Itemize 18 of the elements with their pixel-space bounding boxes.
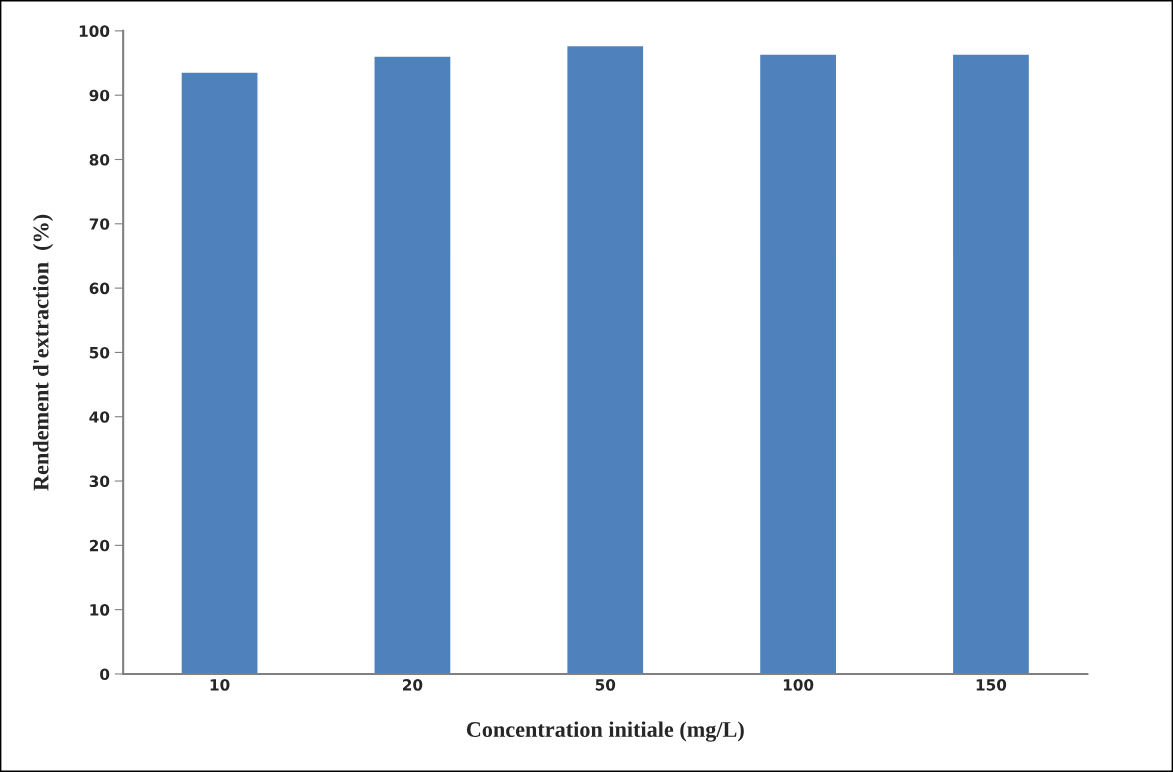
y-tick-label: 100 [79, 25, 110, 37]
y-tick-label: 40 [89, 411, 110, 423]
y-tick-label: 90 [89, 89, 110, 102]
x-tick-label: 100 [783, 679, 814, 691]
x-tick-label: 50 [595, 679, 616, 691]
y-tick-label: 50 [89, 346, 110, 359]
y-tick-label: 70 [89, 218, 110, 230]
y-tick-label: 0 [100, 668, 110, 680]
y-tick-label: 30 [89, 475, 110, 488]
y-axis-title: Rendement d'extraction (%) [32, 214, 54, 491]
x-axis-title: Concentration initiale (mg/L) [466, 721, 744, 742]
x-tick-label: 10 [210, 679, 230, 691]
y-tick-label: 60 [89, 282, 110, 295]
x-tick-label: 150 [976, 679, 1007, 691]
x-tick-label: 20 [403, 679, 423, 691]
y-tick-label: 20 [89, 539, 110, 552]
y-tick-label: 10 [90, 604, 110, 616]
y-tick-label: 80 [89, 153, 110, 166]
